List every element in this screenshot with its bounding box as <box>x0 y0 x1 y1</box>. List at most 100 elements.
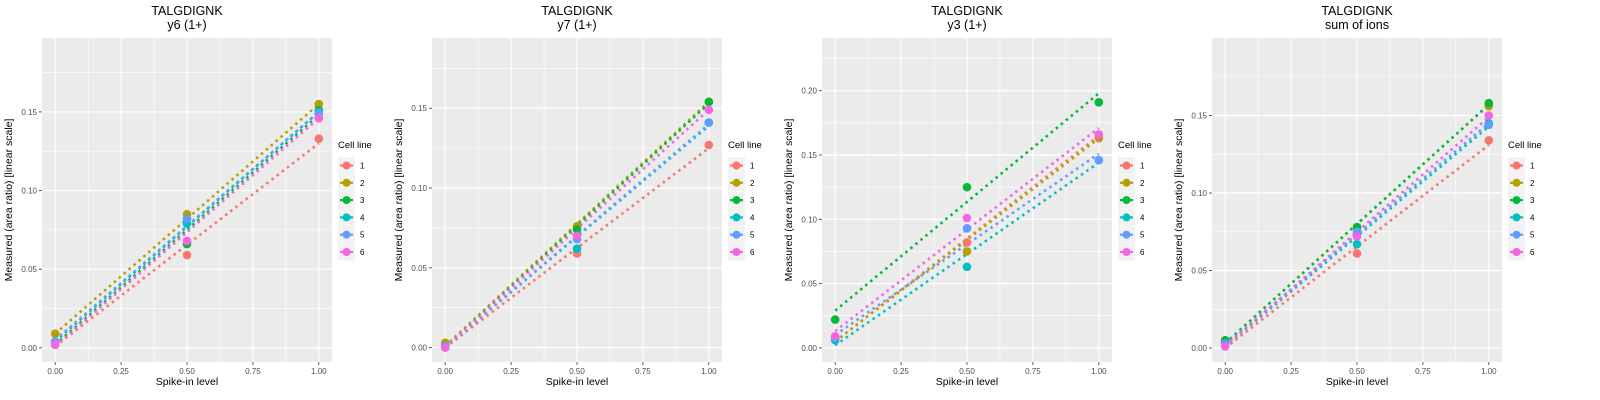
y-tick-label: 0.15 <box>411 104 427 113</box>
x-axis-label: Spike-in level <box>156 376 218 388</box>
legend-title: Cell line <box>728 140 762 151</box>
y-axis-label: Measured (area ratio) [linear scale] <box>783 119 795 282</box>
legend-key-point <box>1512 213 1521 222</box>
legend-key-point <box>732 248 741 256</box>
y-tick-label: 0.05 <box>21 265 37 274</box>
y-tick-label: 0.05 <box>1191 267 1207 276</box>
x-tick-label: 0.00 <box>437 367 453 376</box>
data-point-cell-line-1 <box>962 238 972 247</box>
legend-key-point <box>732 213 741 222</box>
x-tick-label: 1.00 <box>701 367 717 376</box>
x-tick-label: 0.50 <box>1349 367 1365 376</box>
legend-key-point <box>342 196 351 205</box>
legend-label: 1 <box>1140 162 1145 171</box>
legend-label: 6 <box>750 248 755 257</box>
legend-label: 4 <box>1530 213 1535 222</box>
x-tick-label: 0.25 <box>1283 367 1299 376</box>
legend-key-point <box>342 230 351 239</box>
chart-subtitle: y3 (1+) <box>947 18 986 32</box>
fit-line-cell-line-5 <box>1224 122 1490 346</box>
legend-label: 1 <box>1530 162 1535 171</box>
x-tick-label: 0.00 <box>827 367 843 376</box>
x-tick-label: 0.75 <box>1415 367 1431 376</box>
data-point-cell-line-6 <box>440 343 450 352</box>
fit-line-cell-line-4 <box>834 161 1100 347</box>
legend-label: 5 <box>360 231 365 240</box>
legend-key-point <box>1122 161 1131 170</box>
data-point-cell-line-5 <box>704 118 714 127</box>
data-point-cell-line-3 <box>572 225 582 234</box>
y-tick-label: 0.00 <box>411 344 427 353</box>
legend-key-point <box>732 161 741 170</box>
chart-title: TALGDIGNK <box>151 4 223 18</box>
legend-label: 5 <box>1140 231 1145 240</box>
legend-label: 1 <box>750 162 755 171</box>
legend-label: 3 <box>750 196 755 205</box>
y-tick-label: 0.15 <box>21 108 37 117</box>
legend-label: 1 <box>360 162 365 171</box>
data-point-cell-line-1 <box>1352 249 1362 258</box>
legend-label: 2 <box>750 179 755 188</box>
x-axis-label: Spike-in level <box>936 376 998 388</box>
legend-key-point <box>342 248 351 256</box>
data-point-cell-line-5 <box>1094 155 1104 165</box>
data-point-cell-line-1 <box>314 134 324 143</box>
x-tick-label: 1.00 <box>1481 367 1497 376</box>
legend-key-point <box>1122 196 1131 205</box>
fit-line-cell-line-3 <box>834 92 1100 312</box>
legend-title: Cell line <box>338 140 372 151</box>
y-tick-label: 0.15 <box>1191 112 1207 121</box>
chart-subtitle: sum of ions <box>1325 18 1389 32</box>
data-point-cell-line-3 <box>962 182 972 192</box>
x-tick-label: 1.00 <box>1091 367 1107 376</box>
data-point-cell-line-5 <box>1484 120 1494 130</box>
data-point-cell-line-2 <box>962 247 972 256</box>
data-point-cell-line-1 <box>1484 136 1494 145</box>
legend-label: 2 <box>360 179 365 188</box>
legend-key-point <box>342 178 351 187</box>
data-point-cell-line-3 <box>704 97 714 107</box>
y-tick-label: 0.15 <box>801 151 817 160</box>
data-point-cell-line-3 <box>830 315 840 324</box>
data-point-cell-line-2 <box>50 329 60 338</box>
y-tick-label: 0.05 <box>801 280 817 289</box>
data-point-cell-line-3 <box>1484 98 1494 108</box>
x-tick-label: 0.25 <box>893 367 909 376</box>
legend-key-point <box>1512 196 1521 205</box>
data-point-cell-line-6 <box>572 231 582 241</box>
data-point-cell-line-4 <box>572 244 582 253</box>
x-tick-label: 0.50 <box>959 367 975 376</box>
chart-title: TALGDIGNK <box>931 4 1003 18</box>
legend-label: 4 <box>750 213 755 222</box>
data-point-cell-line-4 <box>962 262 972 272</box>
data-point-cell-line-1 <box>704 140 714 150</box>
x-tick-label: 0.75 <box>245 367 261 376</box>
legend-key-point <box>1512 178 1521 187</box>
legend-key-point <box>342 213 351 222</box>
legend-key-point <box>1122 213 1131 222</box>
y-tick-label: 0.00 <box>21 344 37 353</box>
y-tick-label: 0.10 <box>801 215 817 224</box>
y-tick-label: 0.20 <box>801 87 817 96</box>
y-tick-label: 0.10 <box>1191 189 1207 198</box>
data-point-cell-line-6 <box>1484 111 1494 120</box>
y-tick-label: 0.10 <box>21 187 37 196</box>
legend-label: 2 <box>1140 179 1145 188</box>
chart-title: TALGDIGNK <box>1321 4 1393 18</box>
x-axis-label: Spike-in level <box>546 376 608 388</box>
legend-key-point <box>342 161 351 170</box>
data-point-cell-line-6 <box>314 113 324 123</box>
fit-line-cell-line-4 <box>1224 125 1490 348</box>
data-point-cell-line-6 <box>830 331 840 341</box>
legend-key-point <box>1512 230 1521 239</box>
data-point-cell-line-6 <box>182 236 192 246</box>
data-point-cell-line-6 <box>50 340 60 349</box>
y-axis-label: Measured (area ratio) [linear scale] <box>1173 119 1185 282</box>
legend-key-point <box>732 230 741 239</box>
x-tick-label: 1.00 <box>311 367 327 376</box>
x-tick-label: 0.50 <box>569 367 585 376</box>
legend-label: 3 <box>360 196 365 205</box>
